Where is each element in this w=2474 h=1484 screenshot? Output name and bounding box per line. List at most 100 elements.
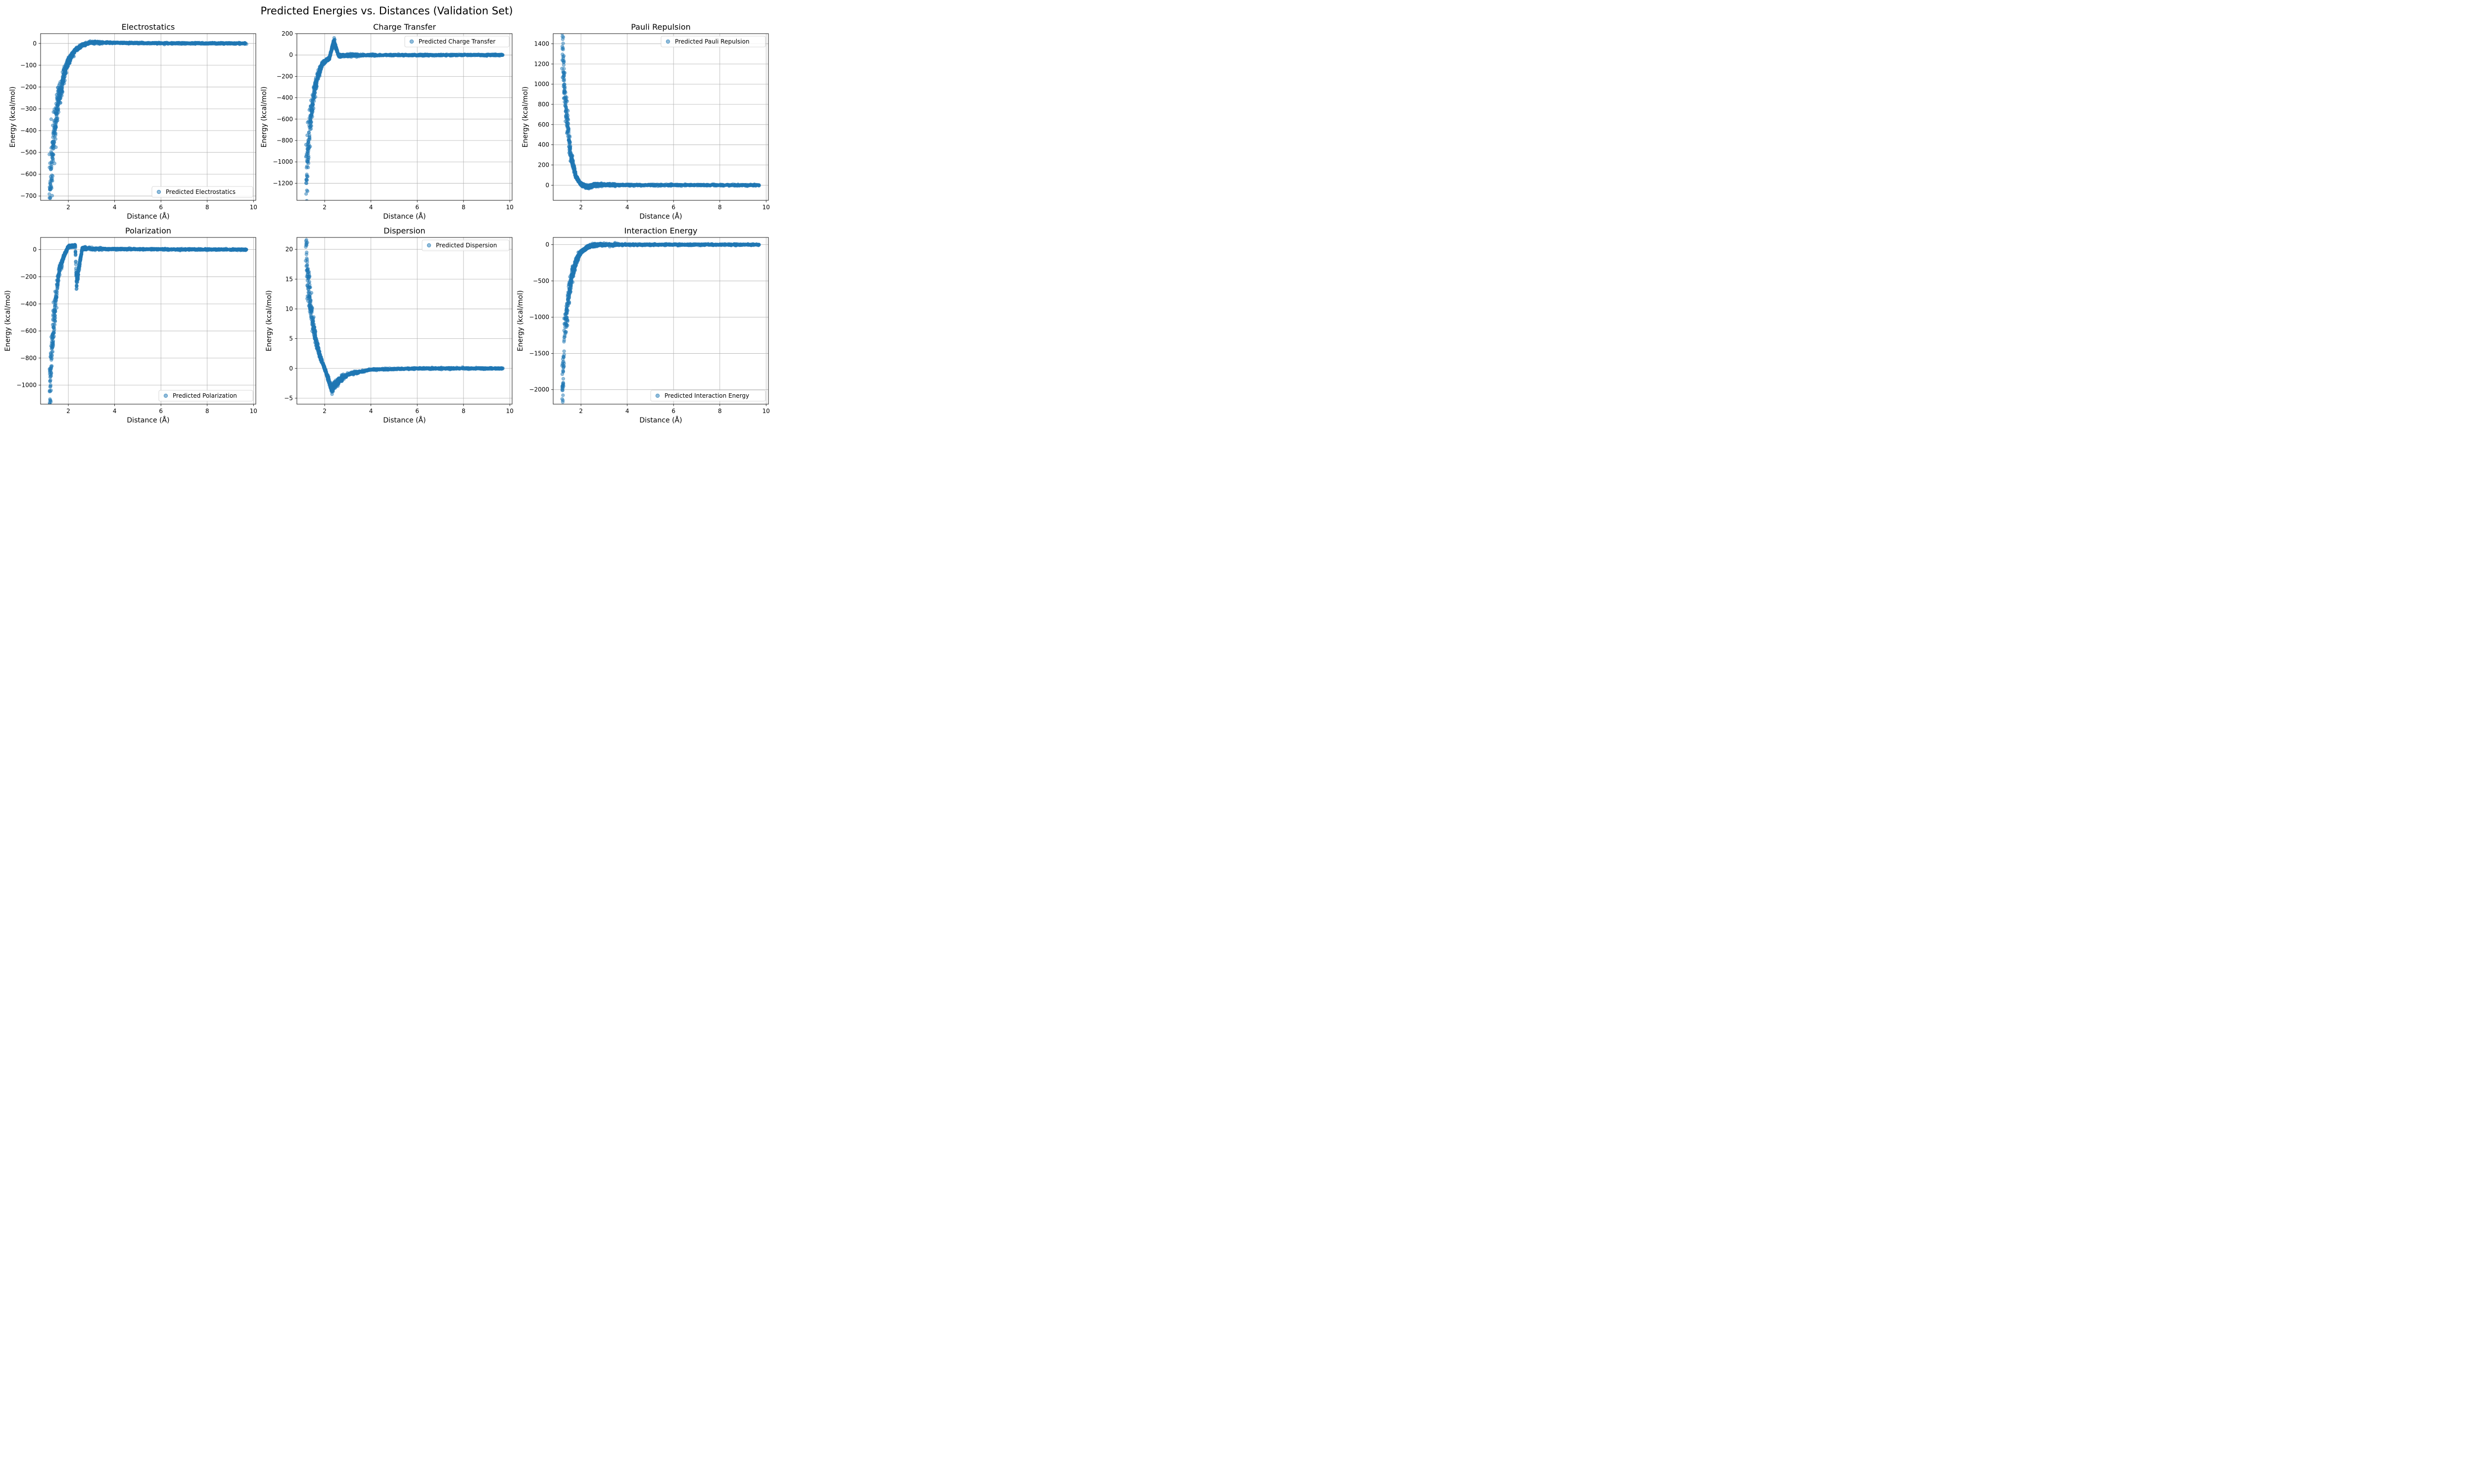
data-point (48, 410, 51, 414)
data-point (305, 164, 309, 168)
x-tick-label: 10 (250, 204, 257, 211)
plot-frame (553, 33, 769, 201)
data-point (418, 52, 422, 56)
data-point (122, 41, 126, 45)
data-point (757, 183, 761, 187)
legend: Predicted Electrostatics (151, 186, 253, 198)
data-point (48, 161, 52, 165)
x-axis-label: Distance (Å) (383, 212, 426, 221)
data-point (307, 155, 311, 160)
data-point (659, 184, 663, 187)
data-point (373, 53, 377, 57)
data-point (172, 42, 176, 46)
data-point (496, 52, 500, 57)
data-point (321, 62, 325, 66)
data-point (105, 41, 109, 45)
legend: Predicted Charge Transfer (404, 36, 510, 47)
y-tick-label: −100 (20, 62, 37, 69)
data-point (565, 131, 569, 135)
data-point (561, 35, 565, 39)
data-point (568, 145, 572, 149)
data-point (571, 165, 575, 169)
data-point (215, 41, 219, 45)
data-point (316, 73, 320, 77)
data-points (48, 39, 248, 206)
data-point (304, 178, 308, 182)
data-point (48, 182, 52, 186)
data-point (238, 42, 241, 46)
data-point (620, 183, 624, 186)
data-point (50, 145, 54, 149)
data-point (564, 119, 568, 123)
data-point (566, 128, 571, 132)
data-point (56, 86, 60, 90)
chart-panel-4: 2 4 6 8 10−1000−800−600−400−2000Polarization… (4, 226, 257, 424)
data-point (118, 41, 123, 45)
y-axis-label: Energy (kcal/mol) (260, 87, 268, 147)
figure-canvas: 2 4 6 8 10−700−600−500−400−300−200−1000Elect… (4, 22, 770, 424)
data-point (306, 121, 310, 125)
data-point (67, 58, 71, 62)
data-point (560, 47, 565, 51)
data-point (314, 86, 319, 90)
data-point (91, 41, 95, 46)
data-point (148, 42, 152, 46)
x-tick-label: 4 (369, 204, 373, 211)
x-tick-label: 4 (113, 204, 117, 211)
panel-title: Pauli Repulsion (631, 22, 691, 32)
y-tick-label: −1000 (273, 158, 293, 165)
legend-marker (409, 39, 414, 44)
data-point (78, 43, 82, 47)
plot-frame (40, 33, 256, 201)
data-point (564, 105, 568, 109)
data-point (309, 115, 313, 119)
data-point (433, 53, 437, 57)
data-point (562, 67, 566, 71)
y-tick-label: −200 (277, 73, 293, 80)
data-point (458, 53, 462, 57)
data-point (675, 183, 679, 186)
data-point (310, 93, 314, 97)
data-point (54, 126, 58, 130)
data-point (379, 53, 383, 57)
data-point (49, 117, 53, 121)
data-point (564, 94, 568, 98)
x-tick-label: 2 (323, 204, 327, 211)
data-point (55, 108, 59, 113)
y-tick-label: 800 (538, 101, 549, 108)
data-point (209, 41, 213, 45)
data-point (48, 203, 52, 206)
y-tick-label: 1400 (534, 40, 549, 47)
data-point (58, 101, 62, 105)
data-point (754, 184, 758, 187)
x-axis-label: Distance (Å) (127, 212, 169, 221)
data-point (50, 193, 54, 198)
y-tick-label: −700 (20, 192, 37, 199)
data-point (731, 182, 735, 186)
data-point (492, 53, 496, 57)
y-axis-label: Energy (kcal/mol) (9, 87, 17, 147)
data-point (691, 184, 695, 187)
data-point (366, 53, 370, 57)
data-point (204, 42, 208, 46)
y-tick-label: −200 (20, 84, 37, 91)
legend-label: Predicted Pauli Repulsion (675, 38, 750, 45)
data-point (427, 53, 431, 57)
x-tick-label: 2 (66, 204, 70, 211)
y-tick-label: 0 (545, 182, 549, 188)
data-point (475, 53, 478, 57)
data-point (570, 153, 574, 157)
x-tick-label: 8 (462, 204, 466, 211)
data-point (666, 184, 670, 187)
data-point (561, 75, 565, 79)
y-tick-label: 0 (289, 51, 293, 58)
data-point (71, 52, 75, 56)
data-point (407, 53, 411, 57)
data-point (309, 104, 313, 108)
data-point (588, 184, 592, 187)
data-point (358, 53, 362, 57)
data-point (329, 48, 333, 52)
data-point (342, 54, 346, 58)
figure-title: Predicted Energies vs. Distances (Valida… (260, 5, 513, 17)
data-point (610, 183, 614, 187)
